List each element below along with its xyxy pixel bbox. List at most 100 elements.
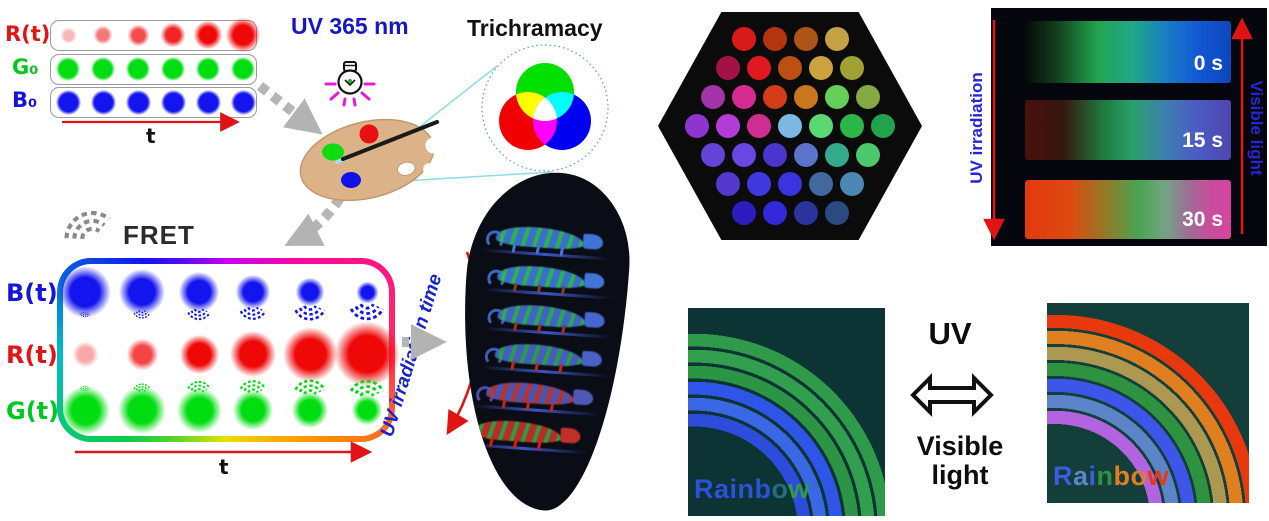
fret-row-label-2: G(t)	[6, 397, 60, 425]
dot	[295, 277, 325, 307]
hexagon-dot	[716, 172, 740, 196]
input-row-label-1: G₀	[12, 55, 39, 79]
hexagon-dot	[778, 114, 802, 138]
caption-letter: w	[788, 474, 811, 504]
emission-fan-icon	[79, 311, 91, 318]
emission-fan-icon	[294, 305, 326, 321]
input-row-box-g	[50, 54, 257, 85]
hexagon-dot	[824, 27, 849, 51]
input-row-box-b	[50, 87, 257, 118]
dot	[125, 89, 151, 115]
visible-light-label: Visible light	[1247, 80, 1266, 176]
caption-letter: b	[754, 474, 772, 504]
trichromacy-title: Trichramacy	[467, 15, 603, 41]
chameleon	[483, 298, 613, 343]
strip-30s: 30 s	[1025, 180, 1231, 239]
dot	[229, 330, 277, 378]
hexagon-dot	[793, 143, 818, 167]
time-axis-label-bottom: t	[219, 455, 229, 479]
hexagon-dot	[809, 114, 833, 138]
hexagon-dot	[762, 201, 787, 225]
chameleon-body	[473, 418, 563, 445]
emission-arcs	[239, 305, 267, 322]
chameleon-body	[496, 263, 587, 290]
chameleon	[480, 337, 611, 382]
uv-word: UV	[928, 316, 972, 351]
dot	[235, 274, 271, 310]
branch	[459, 442, 588, 455]
dot	[178, 271, 220, 313]
dot	[230, 89, 256, 115]
hexagon-dot	[793, 201, 818, 225]
dot	[232, 389, 274, 431]
dot	[93, 25, 113, 45]
emission-fan-icon	[187, 380, 211, 392]
visible-word-line1: Visible	[916, 431, 1004, 461]
caption-letter: a	[1073, 461, 1089, 491]
dot	[58, 265, 112, 319]
strip-time-label: 0 s	[1193, 52, 1223, 75]
dot	[90, 89, 116, 115]
dot	[118, 268, 166, 316]
caption-letter: n	[1096, 461, 1114, 491]
hexagon-dot	[731, 201, 756, 225]
chameleon-body	[495, 224, 585, 251]
fret-row-label-1: R(t)	[6, 341, 58, 369]
dot	[55, 89, 81, 115]
hexagon-dot	[731, 27, 756, 51]
caption-letter: R	[694, 474, 714, 504]
fret-label: FRET	[123, 220, 195, 250]
rainbow-caption-visible: Rainbow	[1053, 461, 1169, 492]
chameleon-head	[582, 233, 604, 250]
strip-0s: 0 s	[1025, 21, 1231, 83]
strip-15s: 15 s	[1025, 100, 1231, 160]
emission-fan-icon	[133, 310, 151, 319]
chameleon-head	[559, 427, 581, 444]
emission-fan-icon	[349, 379, 385, 397]
uv-irradiation-label: UV irradiation	[967, 72, 986, 184]
caption-letter: o	[771, 474, 789, 504]
chameleon	[472, 375, 602, 420]
chameleon	[483, 259, 613, 304]
dot	[355, 280, 379, 304]
dot	[178, 333, 220, 375]
caption-letter: n	[737, 474, 755, 504]
paint-dab-red	[359, 124, 379, 144]
hexagon-dot	[793, 27, 818, 51]
chameleon-head	[581, 350, 603, 368]
emission-arcs	[133, 382, 151, 393]
hexagon-dot	[700, 85, 725, 109]
caption-letter: i	[729, 474, 738, 504]
dot	[126, 23, 150, 47]
dot	[195, 89, 221, 115]
chameleon-body	[494, 341, 584, 368]
hexagon-dot	[731, 143, 756, 167]
emission-fan-icon	[349, 302, 385, 320]
emission-fan-icon	[133, 382, 151, 392]
dot	[231, 57, 255, 81]
dot	[161, 57, 185, 81]
hexagon-dot	[762, 143, 787, 167]
hexagon-dot	[747, 114, 771, 138]
trichromacy-venn	[481, 44, 609, 172]
fret-row-label-0: B(t)	[6, 279, 58, 307]
rainbow-caption-uv: Rainbow	[694, 474, 810, 505]
hexagon-dot	[824, 143, 849, 167]
hexagon-dot	[855, 85, 880, 109]
caption-letter: a	[714, 474, 730, 504]
branch	[480, 365, 609, 378]
emission-fan-icon	[187, 308, 211, 321]
hexagon-dot	[716, 114, 740, 138]
paint-dab-green	[322, 143, 344, 161]
hexagon-dot	[747, 56, 771, 80]
visible-word-line2: light	[931, 459, 989, 490]
dot	[160, 89, 186, 115]
emission-arcs	[133, 309, 151, 320]
hexagon-dot-panel	[658, 12, 922, 240]
dot	[59, 384, 111, 436]
emission-fan-icon	[79, 385, 91, 392]
emission-arcs	[79, 311, 91, 318]
branch	[472, 404, 601, 417]
uv-lamp-icon	[324, 61, 376, 107]
rb-vis: Rainbow	[1047, 303, 1249, 503]
